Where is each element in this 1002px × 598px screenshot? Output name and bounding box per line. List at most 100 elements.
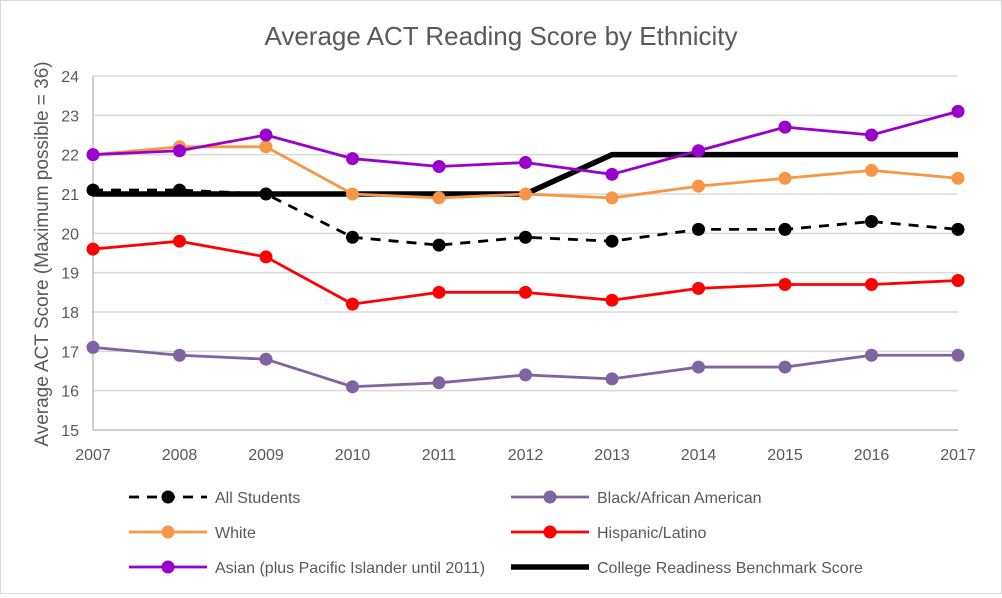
series-4 [86,104,965,181]
x-tick-label: 2008 [162,447,198,464]
data-point [519,285,532,299]
data-point [259,140,273,154]
legend-label: Hispanic/Latino [597,525,707,542]
x-tick-label: 2013 [594,447,630,464]
legend-swatch-marker [161,525,175,539]
data-point [519,230,532,244]
data-point [605,167,619,181]
y-tick-label: 16 [61,384,79,401]
legend-item: All Students [129,490,300,507]
y-tick-label: 18 [61,305,79,322]
data-point [432,285,446,299]
legend-item: Asian (plus Pacific Islander until 2011) [129,560,485,577]
series-3 [86,234,965,311]
data-point [346,230,359,244]
y-tick-label: 15 [61,423,79,440]
data-point [346,297,359,311]
data-point [432,159,446,173]
data-point [778,171,792,185]
data-point [605,293,619,307]
data-point [778,277,792,291]
data-point [865,128,878,142]
data-point [173,234,186,248]
data-point [778,222,792,236]
legend-item: College Readiness Benchmark Score [511,560,863,577]
data-point [692,360,705,374]
legend-swatch-marker [161,560,175,574]
y-tick-label: 21 [61,187,79,204]
y-tick-label: 22 [61,148,79,165]
data-point [432,376,446,390]
data-point [951,222,965,236]
legend-label: All Students [215,490,300,507]
data-point [519,187,532,201]
y-tick-label: 20 [61,226,79,243]
data-point [173,348,186,362]
x-tick-label: 2011 [422,447,457,464]
legend-item: Hispanic/Latino [511,525,707,542]
data-point [346,187,359,201]
legend-swatch-marker [543,525,557,539]
data-point [692,281,705,295]
data-point [865,277,878,291]
legend-swatch-marker [161,490,175,504]
data-point [865,215,878,229]
legend-label: White [215,525,256,542]
data-point [692,144,705,158]
legend-label: Black/African American [597,490,762,507]
data-point [86,340,100,354]
y-tick-label: 23 [61,108,79,125]
y-tick-label: 17 [61,344,79,361]
data-point [173,183,186,197]
data-point [346,380,359,394]
series-1 [86,340,965,394]
chart-title: Average ACT Reading Score by Ethnicity [264,21,737,51]
data-point [86,183,100,197]
data-point [605,372,619,386]
data-point [605,191,619,205]
data-point [692,179,705,193]
data-point [346,152,359,166]
x-tick-label: 2016 [854,447,890,464]
data-point [519,156,532,170]
series-0 [86,183,965,252]
legend-item: Black/African American [511,490,762,507]
data-point [951,104,965,118]
data-point [86,242,100,256]
x-tick-label: 2007 [75,447,111,464]
data-point [86,148,100,162]
data-point [259,250,273,264]
x-tick-label: 2015 [767,447,803,464]
x-tick-label: 2010 [335,447,371,464]
data-point [605,234,619,248]
data-point [951,274,965,288]
data-point [432,238,446,252]
x-tick-label: 2017 [940,447,976,464]
legend-label: Asian (plus Pacific Islander until 2011) [215,560,485,577]
data-point [173,144,186,158]
data-point [865,348,878,362]
data-point [259,187,273,201]
data-point [778,120,792,134]
x-tick-label: 2012 [508,447,544,464]
data-point [778,360,792,374]
y-axis-label: Average ACT Score (Maximum possible = 36… [32,61,53,446]
y-tick-label: 19 [61,266,79,283]
data-point [259,352,273,366]
data-point [692,222,705,236]
data-point [259,128,273,142]
series-line [93,188,959,247]
legend-swatch-marker [543,490,557,504]
data-point [951,348,965,362]
legend-item: White [129,525,256,542]
y-tick-label: 24 [61,69,79,86]
data-point [951,171,965,185]
x-tick-label: 2009 [248,447,284,464]
x-tick-label: 2014 [681,447,717,464]
data-point [519,368,532,382]
legend-label: College Readiness Benchmark Score [597,560,863,577]
data-point [865,163,878,177]
data-point [432,191,446,205]
